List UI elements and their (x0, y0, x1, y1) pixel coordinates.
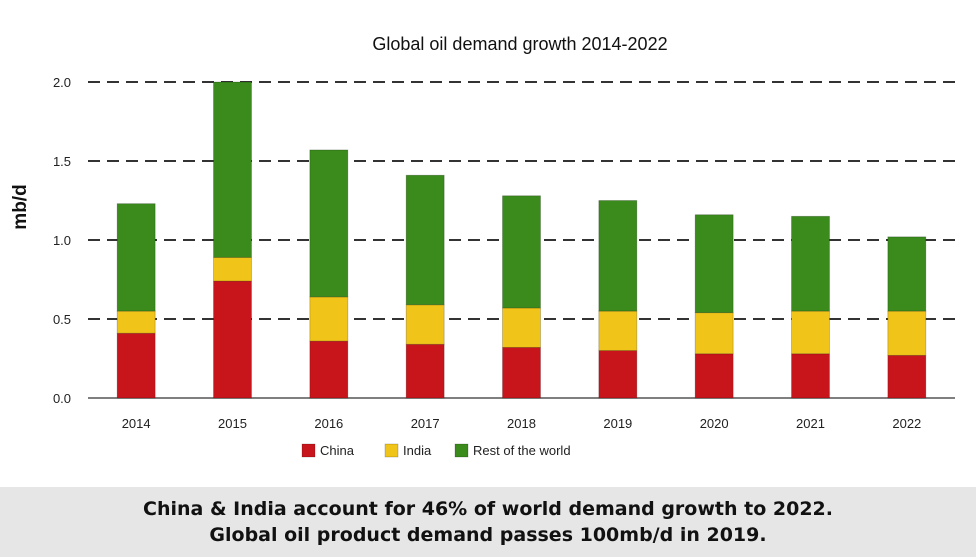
bar-india-2018 (502, 307, 541, 348)
y-tick-label: 1.5 (53, 154, 71, 169)
bar-china-2016 (309, 340, 349, 399)
legend-label-rest-of-the-world: Rest of the world (473, 443, 571, 458)
bars (116, 81, 927, 399)
bar-rest-of-the-world-2019 (598, 200, 638, 312)
bar-rest-of-the-world-2014 (116, 203, 156, 312)
bar-china-2017 (405, 343, 445, 399)
bar-china-2019 (598, 350, 638, 399)
bar-china-2018 (502, 347, 541, 399)
legend-swatch-china (301, 443, 316, 458)
bar-india-2017 (405, 304, 445, 345)
legend-swatch-india (384, 443, 399, 458)
caption-line-2: Global oil product demand passes 100mb/d… (209, 524, 767, 546)
bar-rest-of-the-world-2016 (309, 149, 349, 298)
bar-india-2020 (694, 312, 734, 355)
legend-swatch-rest-of-the-world (454, 443, 469, 458)
chart-canvas: Global oil demand growth 2014-2022 mb/d … (10, 34, 955, 458)
y-tick-label: 0.5 (53, 312, 71, 327)
bar-china-2015 (213, 280, 252, 399)
y-tick-label: 2.0 (53, 75, 71, 90)
bar-rest-of-the-world-2018 (502, 195, 541, 309)
y-tick-label: 0.0 (53, 391, 71, 406)
bar-india-2021 (791, 310, 830, 355)
bar-china-2020 (694, 353, 734, 399)
bar-india-2014 (116, 310, 156, 334)
x-tick-label: 2016 (314, 416, 343, 431)
bar-india-2022 (887, 310, 927, 356)
x-tick-label: 2019 (603, 416, 632, 431)
bar-china-2021 (791, 353, 830, 399)
y-axis-label: mb/d (10, 184, 31, 229)
x-tick-label: 2022 (892, 416, 921, 431)
chart-title: Global oil demand growth 2014-2022 (372, 34, 667, 54)
bar-rest-of-the-world-2022 (887, 236, 927, 312)
bar-india-2016 (309, 296, 349, 342)
bar-india-2019 (598, 310, 638, 352)
bar-india-2015 (213, 256, 252, 282)
y-tick-label: 1.0 (53, 233, 71, 248)
legend: China India Rest of the world (301, 443, 571, 458)
bar-rest-of-the-world-2021 (791, 215, 830, 312)
caption-line-1: China & India account for 46% of world d… (143, 498, 833, 520)
x-tick-label: 2018 (507, 416, 536, 431)
caption-banner: China & India account for 46% of world d… (0, 487, 976, 557)
x-tick-label: 2021 (796, 416, 825, 431)
x-tick-label: 2014 (122, 416, 151, 431)
x-tick-label: 2015 (218, 416, 247, 431)
legend-label-india: India (403, 443, 432, 458)
bar-rest-of-the-world-2020 (694, 214, 734, 314)
bar-rest-of-the-world-2015 (213, 81, 252, 258)
x-tick-label: 2017 (411, 416, 440, 431)
x-tick-label: 2020 (700, 416, 729, 431)
bar-china-2022 (887, 354, 927, 399)
y-axis-ticks: 0.0 0.5 1.0 1.5 2.0 (53, 75, 71, 406)
bar-rest-of-the-world-2017 (405, 174, 445, 306)
x-axis-ticks: 2014 2015 2016 2017 2018 2019 2020 2021 2022 (122, 416, 922, 431)
bar-china-2014 (116, 332, 156, 399)
legend-label-china: China (320, 443, 355, 458)
